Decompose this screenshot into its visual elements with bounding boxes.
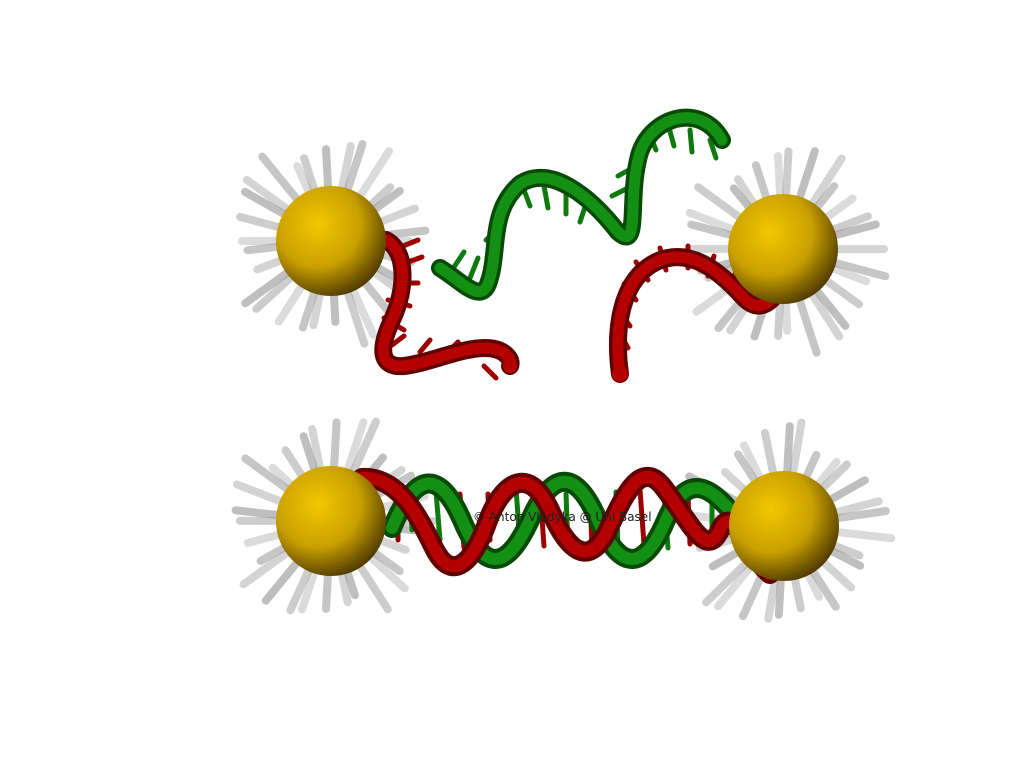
nanoparticles xyxy=(276,186,839,581)
green-strand-free xyxy=(431,108,731,301)
ligand-spike xyxy=(825,507,890,524)
gold-nanoparticle-bottom-right xyxy=(729,471,839,581)
ligand-spike xyxy=(241,264,298,308)
gold-nanoparticle-top-left xyxy=(276,186,386,296)
red-strand-right xyxy=(609,243,787,383)
ligand-spike xyxy=(341,418,368,482)
ligand-spike xyxy=(346,417,380,484)
bottom-panel xyxy=(352,467,780,584)
top-panel xyxy=(374,108,787,383)
ligand-spike xyxy=(793,288,821,357)
red-helix-strand xyxy=(352,467,780,584)
ligand-spike xyxy=(345,278,378,339)
ligand-spike xyxy=(261,552,306,605)
ligand-spike xyxy=(825,527,896,543)
ligand-spike xyxy=(352,147,394,207)
ligand-spike xyxy=(241,454,298,498)
ligand-spike xyxy=(242,175,298,218)
copyright-credit: © Anton Vladyka @ Uni Basel xyxy=(473,510,652,524)
ligand-spike xyxy=(803,283,844,341)
gold-nanoparticle-bottom-left xyxy=(276,466,386,576)
red-strand-left xyxy=(374,231,520,381)
ligand-spike xyxy=(252,267,301,313)
ligand-spike xyxy=(258,152,306,210)
gold-nanoparticle-top-right xyxy=(728,194,838,304)
ligand-spike xyxy=(232,480,293,509)
ligand-spike xyxy=(793,147,819,210)
ligand-spike xyxy=(787,418,806,485)
ligand-spike xyxy=(239,544,298,589)
ligand-spike xyxy=(341,280,369,348)
ligand-spike xyxy=(804,154,846,215)
ligand-spike xyxy=(702,554,756,607)
ligand-spike xyxy=(694,183,750,226)
ligand-spike xyxy=(714,557,759,611)
ligand-spike xyxy=(361,548,409,593)
ligand-spike xyxy=(823,256,890,281)
ligand-spike xyxy=(351,555,392,614)
ligand-spike xyxy=(341,140,367,202)
